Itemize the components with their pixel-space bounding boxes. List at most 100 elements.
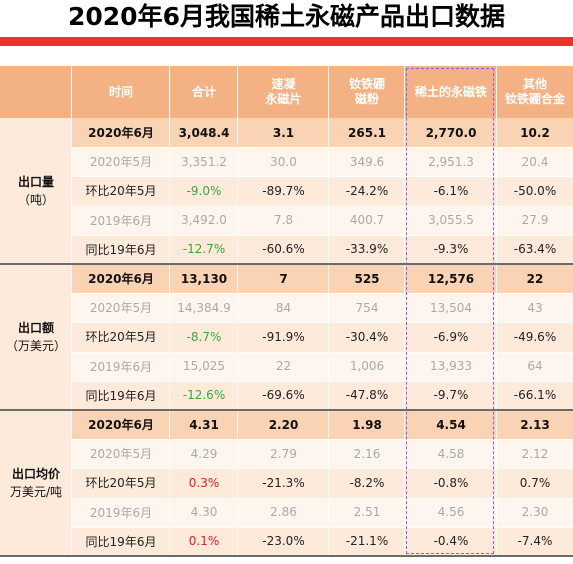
row-value-c2: -91.9% — [238, 322, 329, 352]
export-data-table: 时间 合计 速凝 永磁片 钕铁硼 磁粉 稀土的永磁铁 其他 钕铁硼合金 出口量 （吨） 2020年6月… — [0, 66, 573, 564]
row-total: 14,384.9 — [170, 293, 238, 323]
header-other-alloy: 其他 钕铁硼合金 — [497, 66, 573, 118]
row-total: 0.3% — [170, 468, 238, 498]
header-time: 时间 — [72, 66, 170, 118]
header-quench-magnet-line1: 速凝 — [271, 77, 296, 91]
row-total: -12.6% — [170, 380, 238, 410]
column-divider — [237, 66, 238, 556]
header-ndfeb-powder: 钕铁硼 磁粉 — [329, 66, 405, 118]
row-divider — [72, 351, 573, 353]
row-value-c4: 12,576 — [405, 264, 497, 294]
header-total: 合计 — [170, 66, 238, 118]
row-value-c2: 7.8 — [238, 205, 329, 235]
row-value-c5: 2.30 — [497, 497, 573, 527]
row-value-c4: 2,951.3 — [405, 147, 497, 177]
row-value-c3: -24.2% — [329, 176, 405, 206]
row-value-c3: 525 — [329, 264, 405, 294]
row-divider — [72, 526, 573, 528]
row-value-c3: -30.4% — [329, 322, 405, 352]
row-value-c4: 4.56 — [405, 497, 497, 527]
row-total: 4.29 — [170, 439, 238, 469]
row-value-c5: 27.9 — [497, 205, 573, 235]
row-value-c2: -60.6% — [238, 234, 329, 264]
group-unit: （吨） — [17, 193, 54, 207]
row-value-c3: 1.98 — [329, 410, 405, 440]
row-value-c4: -0.8% — [405, 468, 497, 498]
column-divider — [169, 66, 170, 556]
row-value-c5: 64 — [497, 351, 573, 381]
highlight-outline — [406, 68, 494, 554]
row-value-c4: 13,504 — [405, 293, 497, 323]
row-divider — [72, 176, 573, 178]
row-value-c3: -21.1% — [329, 526, 405, 556]
row-value-c2: 30.0 — [238, 147, 329, 177]
column-divider — [328, 66, 329, 556]
row-total: -8.7% — [170, 322, 238, 352]
row-value-c5: -63.4% — [497, 234, 573, 264]
row-value-c2: 2.86 — [238, 497, 329, 527]
row-value-c5: -50.0% — [497, 176, 573, 206]
row-time: 环比20年5月 — [72, 176, 170, 206]
row-value-c4: -0.4% — [405, 526, 497, 556]
row-value-c2: -69.6% — [238, 380, 329, 410]
row-total: 3,048.4 — [170, 118, 238, 148]
section-separator — [0, 409, 573, 411]
row-value-c2: 3.1 — [238, 118, 329, 148]
row-total: 4.31 — [170, 410, 238, 440]
row-value-c2: -21.3% — [238, 468, 329, 498]
group-unit: （万美元） — [5, 339, 66, 353]
row-value-c3: 400.7 — [329, 205, 405, 235]
header-ndfeb-powder-line1: 钕铁硼 — [348, 77, 385, 91]
row-value-c2: 22 — [238, 351, 329, 381]
column-divider — [496, 66, 497, 556]
group-title: 出口额 — [17, 321, 54, 335]
row-value-c4: -6.9% — [405, 322, 497, 352]
header-ndfeb-powder-line2: 磁粉 — [354, 92, 379, 106]
row-value-c2: -89.7% — [238, 176, 329, 206]
row-value-c5: -7.4% — [497, 526, 573, 556]
row-value-c2: 84 — [238, 293, 329, 323]
row-divider — [72, 205, 573, 207]
row-time: 2019年6月 — [72, 205, 170, 235]
row-value-c2: 2.79 — [238, 439, 329, 469]
group-unit: 万美元/吨 — [9, 485, 63, 499]
row-value-c2: 2.20 — [238, 410, 329, 440]
header-quench-magnet: 速凝 永磁片 — [238, 66, 329, 118]
header-group-spacer — [0, 66, 72, 118]
group-label-1: 出口额 （万美元） — [0, 264, 72, 410]
row-value-c3: -33.9% — [329, 234, 405, 264]
row-value-c3: 754 — [329, 293, 405, 323]
row-time: 同比19年6月 — [72, 234, 170, 264]
row-divider — [72, 293, 573, 295]
row-divider — [72, 380, 573, 382]
row-divider — [72, 468, 573, 470]
row-value-c3: 265.1 — [329, 118, 405, 148]
row-divider — [72, 234, 573, 236]
header-other-alloy-line1: 其他 — [522, 77, 547, 91]
row-value-c4: 4.54 — [405, 410, 497, 440]
title-underline — [0, 37, 573, 46]
row-total: 15,025 — [170, 351, 238, 381]
row-divider — [72, 497, 573, 499]
row-time: 同比19年6月 — [72, 526, 170, 556]
row-time: 2020年5月 — [72, 439, 170, 469]
row-time: 2020年6月 — [72, 264, 170, 294]
row-value-c3: 2.51 — [329, 497, 405, 527]
section-separator — [0, 555, 573, 557]
row-divider — [72, 439, 573, 441]
header-other-alloy-line2: 钕铁硼合金 — [504, 92, 565, 106]
row-value-c4: 4.58 — [405, 439, 497, 469]
row-total: 0.1% — [170, 526, 238, 556]
group-label-0: 出口量 （吨） — [0, 118, 72, 264]
column-divider — [404, 66, 405, 556]
header-quench-magnet-line2: 永磁片 — [265, 92, 302, 106]
row-value-c3: -8.2% — [329, 468, 405, 498]
column-divider — [71, 66, 72, 556]
row-value-c2: -23.0% — [238, 526, 329, 556]
header-rare-earth-magnet: 稀土的永磁铁 — [405, 66, 497, 118]
row-total: 3,351.2 — [170, 147, 238, 177]
row-value-c5: 2.12 — [497, 439, 573, 469]
section-separator — [0, 263, 573, 265]
page-title: 2020年6月我国稀土永磁产品出口数据 — [68, 2, 505, 31]
row-value-c3: 1,006 — [329, 351, 405, 381]
